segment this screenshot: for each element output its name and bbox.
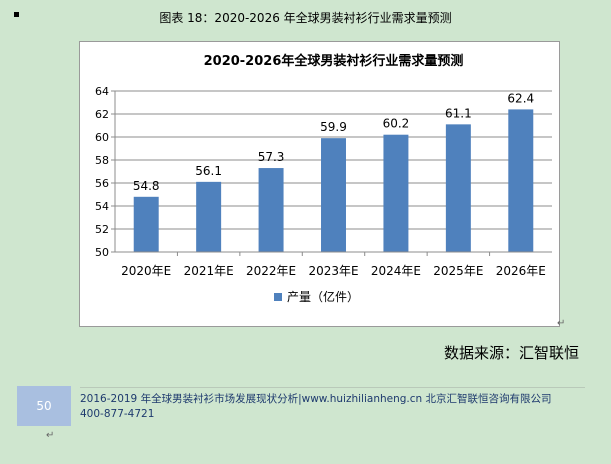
footer-line-2: 400-877-4721 xyxy=(80,408,155,420)
page-number: 50 xyxy=(17,386,71,426)
chart-frame: 2020-2026年全球男装衬衫行业需求量预测 50 52 54 56 58 60 62 64 5… xyxy=(79,41,560,327)
x-tick-label: 2023年E xyxy=(308,264,358,278)
figure-caption: 图表 18：2020-2026 年全球男装衬衫行业需求量预测 xyxy=(159,11,452,25)
bar xyxy=(383,134,409,252)
data-label: 60.2 xyxy=(383,117,410,131)
footer-divider xyxy=(80,387,585,388)
data-label: 56.1 xyxy=(195,164,222,178)
chart-title: 2020-2026年全球男装衬衫行业需求量预测 xyxy=(204,53,464,69)
y-tick-label: 58 xyxy=(95,154,109,167)
bar-chart: 2020-2026年全球男装衬衫行业需求量预测 50 52 54 56 58 60 62 64 5… xyxy=(95,53,552,304)
axis-layer xyxy=(111,90,552,256)
grid-layer xyxy=(115,90,552,230)
footer-line-1: 2016-2019 年全球男装衬衫市场发展现状分析|www.huizhilian… xyxy=(80,393,552,405)
y-tick-label: 54 xyxy=(95,200,109,213)
bar xyxy=(508,109,534,253)
data-label: 61.1 xyxy=(445,106,472,120)
data-label: 57.3 xyxy=(258,150,285,164)
source-note: 数据来源：汇智联恒 xyxy=(443,344,579,362)
y-tick-label: 52 xyxy=(95,223,109,236)
list-bullet xyxy=(14,12,19,17)
x-tick-label: 2024年E xyxy=(371,264,421,278)
footer-text: 2016-2019 年全球男装衬衫市场发展现状分析|www.huizhilian… xyxy=(80,392,590,422)
bar xyxy=(321,138,346,252)
y-tick-label: 64 xyxy=(95,85,109,98)
y-tick-label: 60 xyxy=(95,131,109,144)
bar xyxy=(445,124,471,252)
x-tick-label: 2020年E xyxy=(121,264,171,278)
paragraph-mark: ↵ xyxy=(46,430,55,441)
y-tick-label: 62 xyxy=(95,108,109,121)
x-tick-label: 2022年E xyxy=(246,264,296,278)
y-tick-label: 50 xyxy=(95,246,109,259)
y-tick-label: 56 xyxy=(95,177,109,190)
data-label: 54.8 xyxy=(133,179,160,193)
data-label: 62.4 xyxy=(507,91,534,105)
text-layer: 2020-2026年全球男装衬衫行业需求量预测 50 52 54 56 58 60 62 64 5… xyxy=(95,53,546,304)
x-tick-label: 2025年E xyxy=(433,264,483,278)
data-label: 59.9 xyxy=(320,120,347,134)
x-tick-label: 2021年E xyxy=(184,264,234,278)
bars-layer xyxy=(133,109,534,253)
paragraph-mark: ↵ xyxy=(557,318,566,329)
legend-swatch xyxy=(274,293,282,301)
x-tick-label: 2026年E xyxy=(496,264,546,278)
bar xyxy=(258,168,284,252)
legend-label: 产量（亿件） xyxy=(287,289,359,304)
bar xyxy=(196,181,222,252)
bar xyxy=(133,196,159,252)
